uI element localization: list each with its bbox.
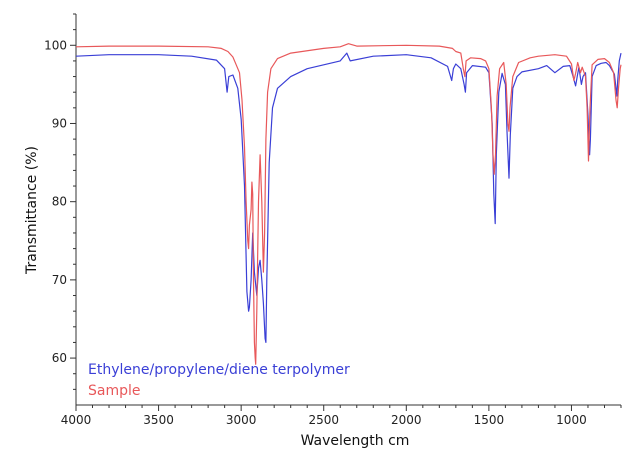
x-tick-label: 2000 (391, 413, 422, 427)
chart-series-layer (75, 43, 622, 365)
x-tick-label: 3000 (226, 413, 257, 427)
legend-entry-sample: Sample (88, 383, 141, 399)
series-line-sample (75, 43, 622, 365)
chart-axes: 60 70 80 90 100 4000 3500 3000 2500 2000 1500 1000 (44, 13, 622, 427)
y-tick-label: 90 (52, 116, 67, 130)
y-tick-label: 80 (52, 195, 67, 209)
x-axis-label: Wavelength cm (301, 433, 410, 449)
x-tick-label: 2500 (308, 413, 339, 427)
x-tick-label: 1000 (556, 413, 587, 427)
x-tick-label: 3500 (143, 413, 174, 427)
legend-entry-terpolymer: Ethylene/propylene/diene terpolymer (88, 362, 350, 378)
y-tick-label: 70 (52, 273, 67, 287)
x-tick-label: 1500 (474, 413, 505, 427)
y-tick-label: 100 (44, 38, 67, 52)
x-tick-label: 4000 (61, 413, 92, 427)
y-tick-label: 60 (52, 351, 67, 365)
y-axis-label: Transmittance (%) (24, 146, 40, 275)
series-line-terpolymer (75, 52, 622, 343)
